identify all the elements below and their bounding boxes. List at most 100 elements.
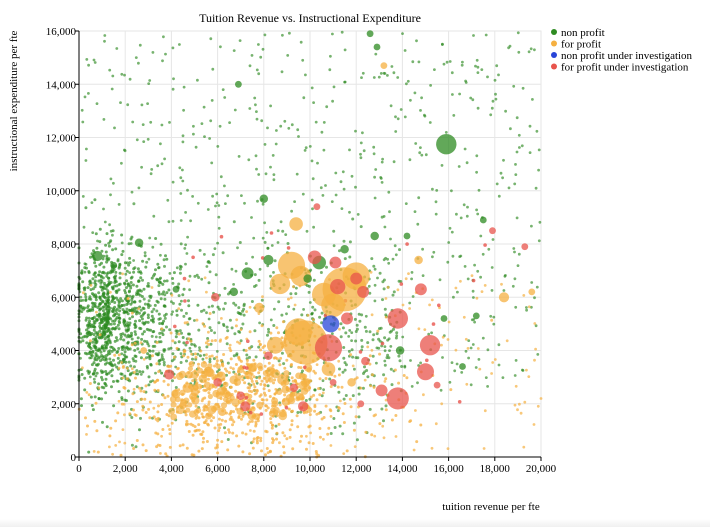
data-point-non-profit [301,369,304,373]
data-point-non-profit [359,152,362,156]
data-point-non-profit [382,373,386,377]
data-point-non-profit [92,325,96,329]
data-point-non-profit [123,346,127,350]
data-point-non-profit [113,281,117,284]
data-point-non-profit [363,365,366,369]
data-point-non-profit [140,386,144,390]
data-point-for-profit [183,321,187,325]
data-point-for-profit [220,402,228,409]
data-point-non-profit [158,317,162,321]
data-point-non-profit [350,174,354,178]
data-point-non-profit [94,339,98,343]
data-point-non-profit [182,341,186,345]
data-point-for-profit [259,439,263,443]
data-point-non-profit [97,382,101,386]
data-point-for-profit [533,358,536,362]
data-point-non-profit [469,383,473,387]
data-point-non-profit [273,307,276,311]
data-point-non-profit [134,238,144,247]
data-point-non-profit [399,108,403,111]
data-point-non-profit [387,261,391,265]
data-point-for-profit [351,364,355,368]
data-point-non-profit [257,345,261,349]
data-point-for-profit [193,352,197,356]
data-point-for-profit [258,376,261,380]
data-point-for-profit [151,354,154,358]
data-point-for-profit [408,420,411,423]
data-point-for-profit [128,412,132,416]
data-point-for-profit [275,437,278,441]
data-point-non-profit [504,274,507,277]
data-point-non-profit [537,148,541,152]
data-point-non-profit [296,411,300,414]
data-point-non-profit [102,332,106,336]
data-point-for-profit [206,422,210,426]
data-point-non-profit [208,357,212,361]
data-point-for-profit [135,400,139,404]
data-point-for-profit [201,430,205,434]
data-point-for-profit [250,379,254,383]
data-point-non-profit [354,339,358,343]
data-points [77,30,543,459]
data-point-for-profit [175,405,185,415]
data-point-non-profit [144,320,148,324]
chart-title: Tuition Revenue vs. Instructional Expend… [199,11,421,25]
data-point-for-profit-investigation [314,334,343,362]
data-point-non-profit [94,232,98,236]
data-point-non-profit [99,369,103,373]
data-point-non-profit [475,154,479,158]
data-point-for-profit [229,409,233,413]
data-point-non-profit [95,317,98,321]
data-point-for-profit [195,407,202,414]
data-point-for-profit [252,399,256,403]
data-point-for-profit [244,432,248,436]
data-point-non-profit [83,388,87,392]
data-point-non-profit [537,168,540,172]
data-point-non-profit [410,385,414,388]
y-tick-label: 0 [71,452,77,464]
data-point-non-profit [147,383,151,387]
data-point-non-profit [165,257,169,261]
data-point-for-profit [147,407,151,411]
data-point-non-profit [90,301,94,305]
data-point-for-profit [369,270,373,274]
data-point-non-profit [146,282,150,285]
data-point-for-profit [384,377,388,381]
data-point-for-profit [144,384,148,388]
data-point-for-profit [126,297,130,301]
data-point-non-profit [187,299,190,303]
data-point-non-profit [351,394,355,398]
data-point-non-profit [129,364,133,368]
data-point-for-profit [536,404,540,408]
data-point-non-profit [168,328,172,332]
data-point-for-profit [108,434,112,438]
data-point-non-profit [341,370,345,374]
data-point-non-profit [340,245,349,254]
data-point-non-profit [353,367,356,371]
data-point-non-profit [162,290,166,294]
data-point-for-profit [138,386,141,390]
data-point-non-profit [202,308,206,312]
data-point-non-profit [179,361,183,364]
data-point-non-profit [124,272,128,276]
data-point-for-profit [175,372,184,381]
data-point-for-profit [207,400,211,404]
data-point-non-profit [367,284,371,288]
data-point-non-profit [146,137,150,141]
data-point-non-profit [383,225,387,229]
data-point-non-profit [118,265,121,269]
data-point-non-profit [183,247,187,250]
data-point-for-profit [185,446,189,450]
data-point-for-profit [114,419,118,423]
data-point-non-profit [329,54,332,58]
data-point-non-profit [184,311,188,315]
data-point-non-profit [501,376,505,379]
data-point-non-profit [472,34,475,37]
data-point-for-profit [454,348,458,352]
data-point-non-profit [353,317,357,321]
data-point-for-profit [143,397,147,401]
data-point-non-profit [84,299,88,302]
data-point-non-profit [143,254,147,258]
data-point-for-profit [441,335,445,339]
